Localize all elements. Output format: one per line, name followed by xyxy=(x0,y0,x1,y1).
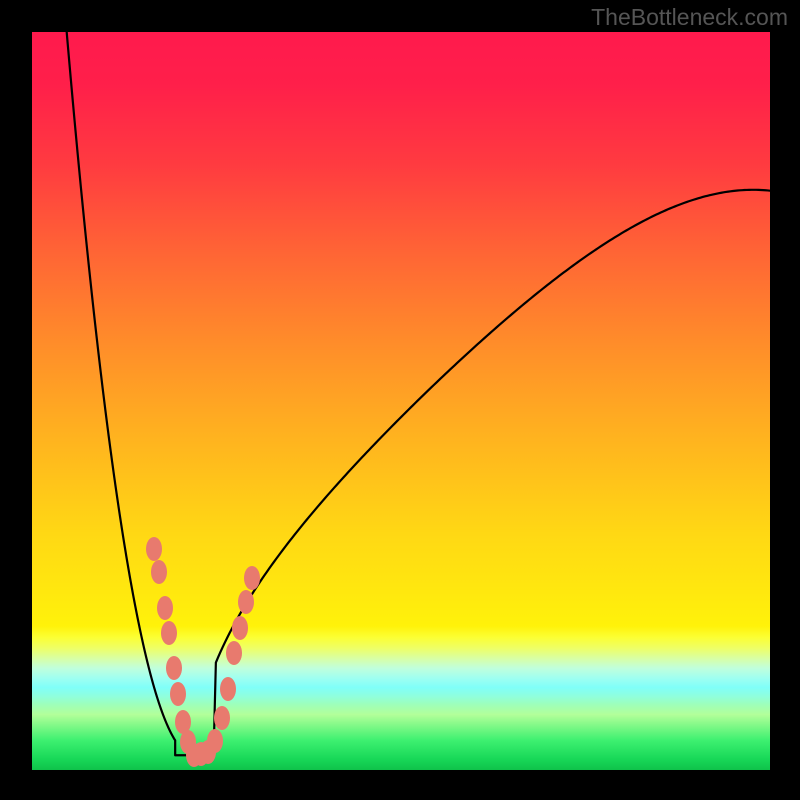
chart-frame: TheBottleneck.com xyxy=(0,0,800,800)
data-marker xyxy=(238,590,254,614)
data-marker xyxy=(226,641,242,665)
data-marker xyxy=(146,537,162,561)
data-marker xyxy=(214,706,230,730)
data-marker xyxy=(220,677,236,701)
data-marker xyxy=(166,656,182,680)
data-marker xyxy=(157,596,173,620)
data-marker xyxy=(161,621,177,645)
bottleneck-curve xyxy=(32,32,770,770)
data-marker xyxy=(207,729,223,753)
data-marker xyxy=(170,682,186,706)
data-marker xyxy=(232,616,248,640)
data-marker xyxy=(244,566,260,590)
curve-path xyxy=(67,32,770,755)
data-marker xyxy=(151,560,167,584)
watermark-text: TheBottleneck.com xyxy=(591,4,788,31)
plot-area xyxy=(32,32,770,770)
